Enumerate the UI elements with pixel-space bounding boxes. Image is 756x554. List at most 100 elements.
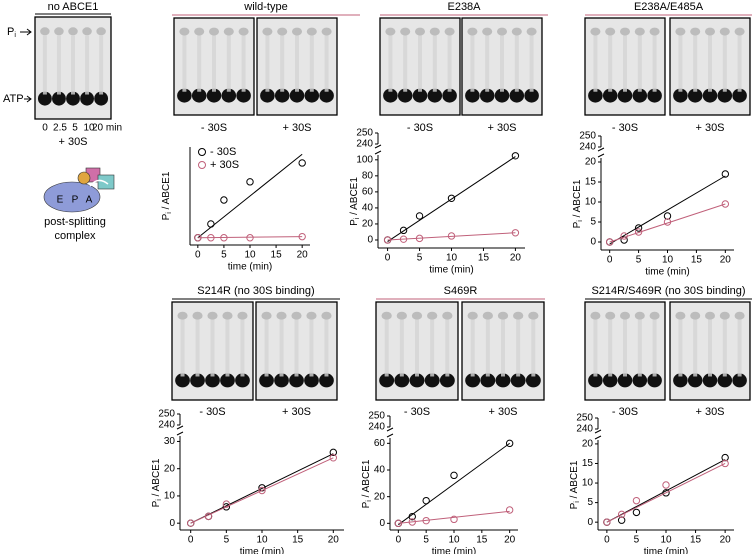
gel-spot-atp — [647, 373, 662, 388]
data-point — [505, 439, 514, 448]
y-tick-label: 240 — [368, 422, 385, 433]
arrow — [20, 28, 32, 36]
gel-spot-pi — [497, 27, 507, 36]
gel-spot-pi — [321, 311, 332, 320]
axis-break — [176, 425, 184, 436]
gel-spot-pi — [497, 311, 509, 320]
gel-spot-atp — [221, 88, 237, 103]
gel-label: + 30S — [488, 406, 517, 418]
gel-spot-pi — [590, 27, 601, 36]
gel-spot-pi — [590, 311, 601, 320]
gel-spot-pi — [634, 311, 645, 320]
gel-spot-atp — [602, 88, 618, 103]
x-tick-label: 0 — [604, 535, 610, 546]
sub-label: Pi — [7, 26, 16, 39]
gel-spot-atp — [220, 373, 235, 388]
gel-spot-atp — [235, 373, 250, 388]
gel-spot-atp — [379, 373, 395, 388]
gel-lane — [708, 319, 712, 377]
gel-lane — [485, 35, 490, 92]
y-tick-label: 250 — [576, 413, 593, 424]
gel-label: + 30S — [282, 122, 311, 134]
fit-line — [197, 153, 303, 239]
data-point — [511, 152, 520, 160]
gel-spot-atp — [260, 88, 275, 103]
x-tick-label: 0 — [396, 535, 402, 546]
gel-spot-atp — [289, 373, 304, 388]
y-tick-label: 30 — [164, 436, 176, 447]
gel-spot-atp — [494, 88, 510, 103]
gel-spot-pi — [605, 27, 616, 36]
label-main: P — [569, 502, 580, 509]
x-tick-label: 10 — [446, 253, 458, 264]
gel-lane — [403, 35, 408, 92]
ribosome-small — [43, 181, 101, 213]
data-point — [447, 232, 456, 240]
gel-lane — [678, 319, 683, 377]
gel-label: - 30S — [404, 406, 430, 418]
data-point — [663, 218, 672, 226]
gel-lane — [264, 319, 269, 377]
data-point — [721, 170, 730, 178]
gel-spot-pi — [526, 27, 537, 36]
gel-lane — [309, 319, 314, 377]
gel-spot-atp — [702, 373, 718, 388]
gel-spot-atp — [80, 91, 94, 106]
gel-spot-atp — [304, 88, 320, 103]
sub-label: Pi / ABCE1 — [361, 459, 374, 508]
gel-spot-pi — [427, 311, 438, 320]
gel-spot-atp — [647, 88, 662, 103]
y-tick-label: 0 — [367, 235, 373, 246]
sub-label: Pi / ABCE1 — [349, 177, 362, 226]
gel-spot-atp — [732, 88, 747, 103]
data-point — [415, 234, 424, 243]
gel-spot-pi — [223, 27, 234, 36]
data-point — [505, 506, 514, 514]
gel-spot-pi — [734, 311, 745, 320]
gel-spot-pi — [620, 27, 630, 36]
label-rest: / ABCE1 — [361, 459, 372, 500]
label-rest: / ABCE1 — [572, 179, 583, 220]
gel-spot-pi — [482, 311, 493, 320]
label-main: P — [572, 221, 583, 228]
x-tick-label: 15 — [271, 250, 283, 261]
fit-line — [398, 510, 510, 524]
panel-title: S214R (no 30S binding) — [197, 285, 314, 297]
gel-label: + 30S — [695, 122, 724, 134]
gel-spot-atp — [52, 91, 66, 106]
gel-spot-atp — [717, 88, 733, 103]
gel-lane — [693, 35, 698, 92]
label-sub: i — [366, 500, 373, 502]
gel-spot-atp — [205, 373, 220, 388]
x-tick-label: 20 — [504, 535, 516, 546]
gel-lane — [447, 35, 452, 92]
gel-spot-atp — [427, 88, 443, 103]
fit-line — [609, 175, 726, 245]
data-point — [207, 220, 215, 228]
data-point — [186, 519, 195, 527]
y-tick-label: 60 — [362, 187, 374, 198]
gel-spot-pi — [306, 311, 317, 320]
label-sub: i — [156, 499, 163, 501]
data-point — [222, 500, 231, 508]
gel-spot-pi — [719, 311, 730, 320]
data-point — [721, 459, 729, 468]
x-axis-label: time (min) — [240, 547, 284, 554]
gel-spot-pi — [649, 311, 660, 320]
gel-spot-atp — [206, 88, 222, 103]
fit-line — [606, 463, 726, 523]
x-tick-label: 5 — [636, 255, 642, 266]
gel-spot-atp — [465, 88, 480, 103]
data-point — [447, 194, 456, 202]
gel-spot-atp — [465, 373, 481, 388]
fit-line — [387, 232, 516, 241]
gel-spot-atp — [191, 88, 207, 103]
x-tick-label: 0 — [607, 255, 613, 266]
control-title: no ABCE1 — [48, 1, 99, 13]
gel-lane — [593, 319, 598, 377]
y-tick-label: 0 — [587, 517, 593, 528]
gel-lane — [722, 35, 727, 92]
caption: post-splitting — [44, 216, 106, 228]
gel-spot-pi — [400, 27, 411, 36]
data-point — [220, 234, 228, 242]
